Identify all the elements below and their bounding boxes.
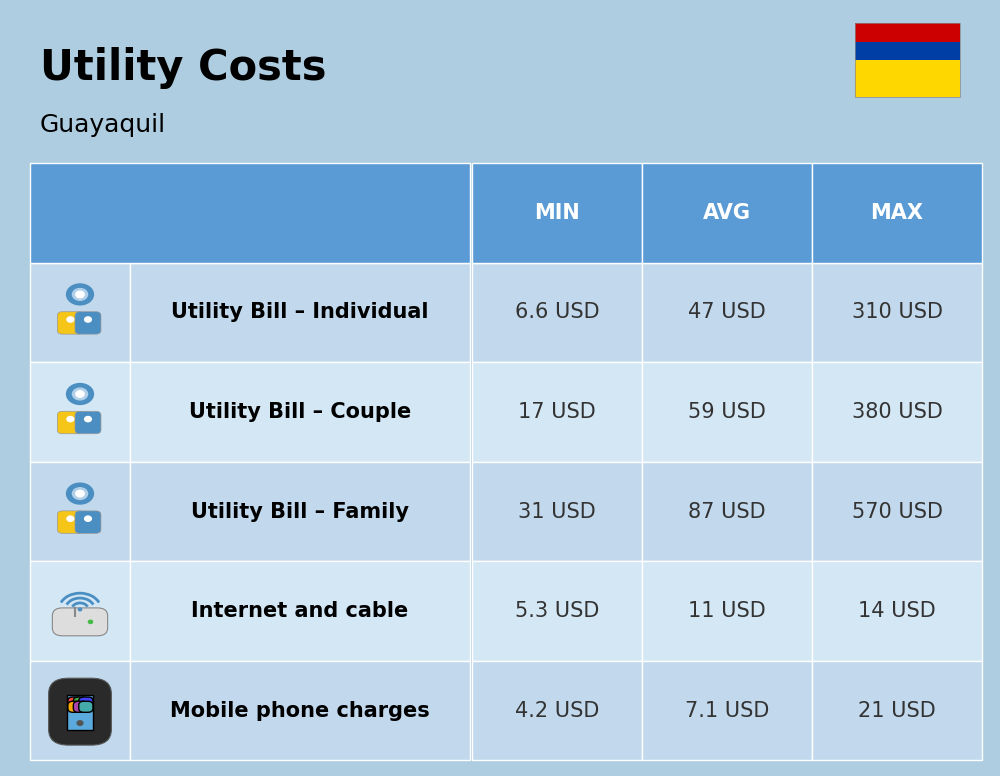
Circle shape	[72, 388, 88, 400]
Text: 380 USD: 380 USD	[852, 402, 942, 422]
FancyBboxPatch shape	[30, 661, 130, 760]
Text: 87 USD: 87 USD	[688, 501, 766, 521]
Text: 570 USD: 570 USD	[852, 501, 942, 521]
Text: 14 USD: 14 USD	[858, 601, 936, 621]
FancyBboxPatch shape	[52, 608, 108, 636]
FancyBboxPatch shape	[75, 511, 101, 533]
Circle shape	[77, 721, 83, 726]
FancyBboxPatch shape	[472, 462, 642, 561]
Text: Guayaquil: Guayaquil	[40, 113, 166, 137]
Circle shape	[76, 490, 84, 497]
Text: Utility Bill – Individual: Utility Bill – Individual	[171, 303, 429, 322]
Circle shape	[85, 516, 91, 521]
FancyBboxPatch shape	[812, 462, 982, 561]
Text: MAX: MAX	[870, 203, 924, 223]
FancyBboxPatch shape	[642, 262, 812, 362]
FancyBboxPatch shape	[472, 561, 642, 661]
FancyBboxPatch shape	[855, 23, 960, 42]
Circle shape	[67, 516, 74, 521]
FancyBboxPatch shape	[472, 661, 642, 760]
FancyBboxPatch shape	[642, 362, 812, 462]
FancyBboxPatch shape	[75, 411, 101, 434]
Text: 310 USD: 310 USD	[852, 303, 942, 322]
FancyBboxPatch shape	[855, 61, 960, 97]
Text: 31 USD: 31 USD	[518, 501, 596, 521]
Text: MIN: MIN	[534, 203, 580, 223]
Text: Mobile phone charges: Mobile phone charges	[170, 701, 430, 721]
FancyBboxPatch shape	[472, 262, 642, 362]
Text: 47 USD: 47 USD	[688, 303, 766, 322]
Text: 7.1 USD: 7.1 USD	[685, 701, 769, 721]
FancyBboxPatch shape	[812, 163, 982, 262]
FancyBboxPatch shape	[30, 262, 130, 362]
FancyBboxPatch shape	[75, 312, 101, 334]
FancyBboxPatch shape	[73, 697, 88, 708]
Circle shape	[85, 417, 91, 421]
Text: 6.6 USD: 6.6 USD	[515, 303, 599, 322]
Text: 4.2 USD: 4.2 USD	[515, 701, 599, 721]
Circle shape	[67, 317, 74, 322]
Text: Internet and cable: Internet and cable	[191, 601, 409, 621]
FancyBboxPatch shape	[130, 561, 470, 661]
FancyBboxPatch shape	[79, 697, 93, 708]
FancyBboxPatch shape	[57, 312, 83, 334]
Text: 17 USD: 17 USD	[518, 402, 596, 422]
FancyBboxPatch shape	[57, 411, 83, 434]
FancyBboxPatch shape	[812, 561, 982, 661]
FancyBboxPatch shape	[79, 702, 93, 712]
FancyBboxPatch shape	[642, 462, 812, 561]
FancyBboxPatch shape	[812, 661, 982, 760]
FancyBboxPatch shape	[30, 362, 130, 462]
FancyBboxPatch shape	[855, 42, 960, 61]
FancyBboxPatch shape	[812, 362, 982, 462]
FancyBboxPatch shape	[68, 697, 82, 708]
FancyBboxPatch shape	[30, 163, 470, 262]
Circle shape	[85, 317, 91, 322]
FancyBboxPatch shape	[642, 163, 812, 262]
FancyBboxPatch shape	[67, 695, 93, 729]
Circle shape	[67, 483, 93, 504]
FancyBboxPatch shape	[73, 702, 88, 712]
FancyBboxPatch shape	[130, 462, 470, 561]
Circle shape	[67, 417, 74, 421]
FancyBboxPatch shape	[472, 163, 642, 262]
Circle shape	[67, 383, 93, 404]
FancyBboxPatch shape	[642, 561, 812, 661]
FancyBboxPatch shape	[68, 702, 82, 712]
Text: Utility Bill – Couple: Utility Bill – Couple	[189, 402, 411, 422]
FancyBboxPatch shape	[57, 511, 83, 533]
FancyBboxPatch shape	[130, 362, 470, 462]
FancyBboxPatch shape	[130, 262, 470, 362]
FancyBboxPatch shape	[130, 661, 470, 760]
Text: Utility Bill – Family: Utility Bill – Family	[191, 501, 409, 521]
Circle shape	[88, 620, 93, 623]
Circle shape	[72, 488, 88, 500]
Circle shape	[78, 608, 82, 611]
Text: 5.3 USD: 5.3 USD	[515, 601, 599, 621]
FancyBboxPatch shape	[812, 262, 982, 362]
FancyBboxPatch shape	[642, 661, 812, 760]
Circle shape	[67, 284, 93, 305]
Text: AVG: AVG	[703, 203, 751, 223]
Circle shape	[76, 391, 84, 397]
Text: 59 USD: 59 USD	[688, 402, 766, 422]
Text: 11 USD: 11 USD	[688, 601, 766, 621]
Circle shape	[76, 291, 84, 298]
FancyBboxPatch shape	[472, 362, 642, 462]
FancyBboxPatch shape	[30, 462, 130, 561]
Circle shape	[72, 289, 88, 300]
FancyBboxPatch shape	[30, 561, 130, 661]
Text: 21 USD: 21 USD	[858, 701, 936, 721]
FancyBboxPatch shape	[49, 678, 111, 745]
Text: Utility Costs: Utility Costs	[40, 47, 326, 88]
